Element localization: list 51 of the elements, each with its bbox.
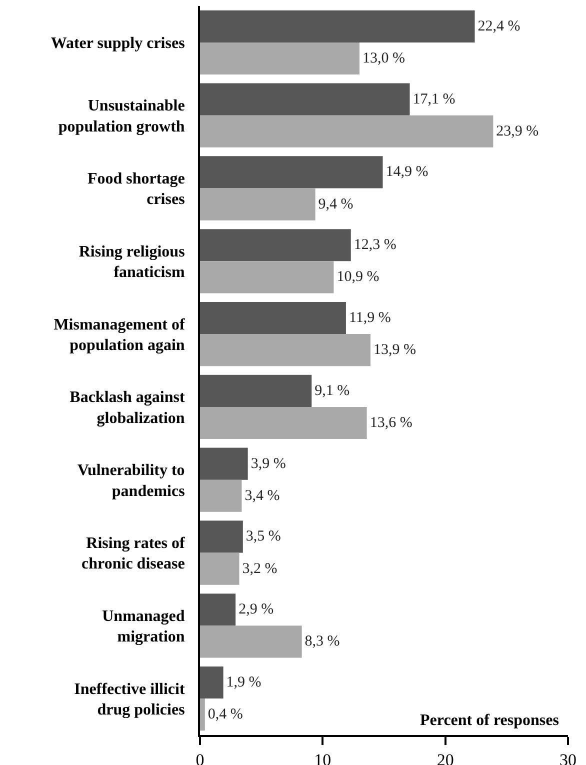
data-label: 9,4 %	[318, 196, 354, 212]
data-label: 13,0 %	[362, 50, 405, 66]
data-label: 3,5 %	[246, 528, 281, 545]
bar	[200, 10, 475, 42]
bar	[200, 261, 334, 294]
bar	[200, 406, 367, 440]
bar	[200, 156, 383, 188]
bar	[200, 552, 240, 585]
data-label: 3,4 %	[244, 488, 280, 504]
bar	[200, 302, 346, 334]
data-label: 22,4 %	[478, 18, 520, 34]
bar	[200, 594, 236, 626]
y-tick-label: Rising rates of chronic disease	[82, 534, 186, 573]
bar	[200, 480, 242, 512]
data-label: 10,9 %	[336, 269, 380, 286]
data-label: 13,6 %	[370, 414, 412, 431]
bar	[200, 448, 248, 480]
y-tick-label: Ineffective illicit drug policies	[74, 680, 186, 719]
y-tick-label: Vulnerability to pandemics	[77, 462, 185, 500]
bar	[200, 229, 351, 262]
bar	[200, 698, 205, 731]
bar	[200, 374, 312, 407]
bar	[200, 334, 371, 366]
y-tick-label: Backlash against globalization	[70, 389, 186, 427]
y-tick-label: Mismanagement of population again	[54, 316, 186, 354]
data-label: 8,3 %	[304, 634, 340, 650]
y-tick-label: Water supply crises	[50, 35, 185, 52]
bar	[200, 42, 360, 75]
bar	[200, 626, 302, 658]
y-tick-label: Unsustainable population growth	[58, 98, 185, 136]
data-label: 12,3 %	[354, 237, 396, 254]
bar	[200, 520, 243, 553]
data-label: 1,9 %	[226, 674, 262, 691]
bar	[200, 188, 316, 220]
data-label: 2,9 %	[238, 602, 274, 618]
data-label: 3,2 %	[242, 560, 278, 577]
data-label: 9,1 %	[314, 382, 350, 399]
bar	[200, 83, 410, 116]
data-label: 13,9 %	[374, 342, 416, 358]
bar	[200, 115, 494, 148]
data-label: 14,9 %	[386, 164, 428, 180]
data-label: 23,9 %	[496, 123, 539, 140]
y-tick-label: Food shortage crises	[87, 170, 185, 208]
data-label: 17,1 %	[412, 91, 456, 108]
bar	[200, 666, 224, 699]
data-label: 0,4 %	[208, 706, 243, 723]
y-tick-label: Rising religious fanaticism	[78, 243, 186, 282]
data-label: 11,9 %	[348, 310, 391, 326]
data-label: 3,9 %	[250, 456, 286, 472]
y-tick-label: Unmanaged migration	[102, 608, 185, 646]
x-axis-title: Percent of responses	[420, 712, 559, 729]
